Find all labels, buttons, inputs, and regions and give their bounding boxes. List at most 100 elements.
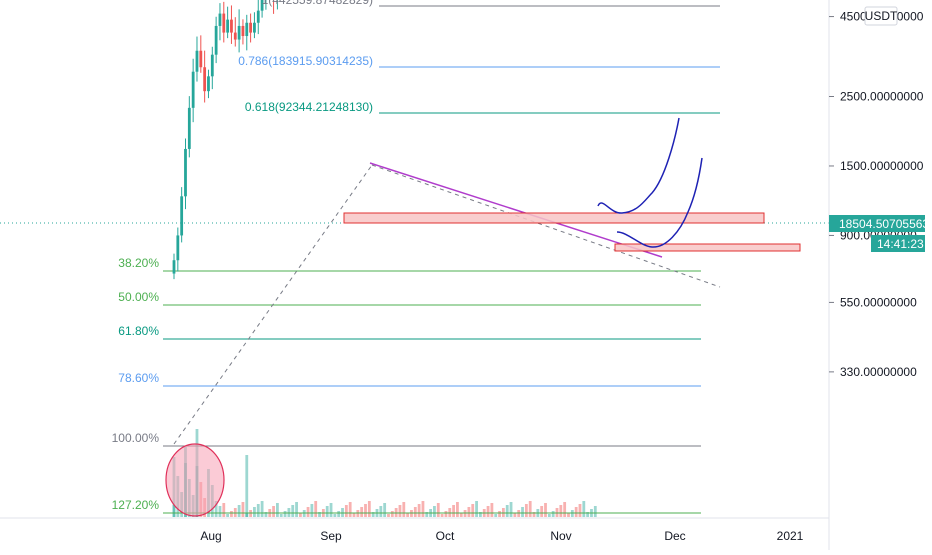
fib-retracement-label: 78.60%: [118, 371, 159, 385]
fib-level-lines: [163, 5, 720, 514]
volume-bar: [413, 507, 417, 517]
last-price-value: 18504.50705563: [839, 217, 929, 231]
volume-bar: [360, 507, 364, 517]
volume-bar: [283, 511, 287, 517]
countdown-marker: 14:41:23: [871, 235, 925, 252]
last-price-marker: 18504.50705563: [829, 215, 929, 232]
volume-bar: [371, 512, 375, 517]
volume-bar: [387, 514, 390, 517]
volume-bar: [490, 503, 494, 517]
candle-body: [249, 22, 252, 33]
downtrend-line: [369, 162, 663, 258]
volume-spike-bar: [245, 455, 249, 517]
volume-bar: [505, 505, 509, 517]
volume-bar: [433, 506, 436, 517]
volume-bar: [421, 501, 425, 517]
volume-bar: [325, 506, 329, 517]
volume-bar: [494, 514, 498, 517]
volume-bar: [230, 511, 233, 517]
candle-body: [237, 25, 241, 40]
currency-badge-label: USDT: [865, 9, 898, 23]
volume-bar: [237, 505, 241, 517]
volume-bar: [406, 513, 410, 517]
candle-body: [172, 260, 176, 274]
volume-bar: [467, 507, 471, 517]
time-label: Nov: [550, 529, 571, 543]
candle-body: [233, 32, 237, 40]
volume-bar: [291, 505, 295, 517]
time-label: Oct: [436, 529, 455, 543]
time-axis[interactable]: Aug Sep Oct Nov Dec 2021: [200, 529, 803, 543]
fib-retracement-label: 50.00%: [118, 290, 159, 304]
candle-body: [191, 71, 195, 108]
fib-retracement-label: 61.80%: [118, 324, 159, 338]
projection-curve-lower: [616, 157, 703, 248]
fib-retracement-label: 100.00%: [112, 431, 160, 445]
candle-body: [230, 19, 233, 33]
volume-bar: [222, 503, 226, 517]
volume-bar: [337, 511, 341, 517]
fib-retracement-label: 127.20%: [112, 498, 160, 512]
candle-body: [195, 50, 199, 72]
volume-bar: [310, 504, 314, 517]
candle-body: [199, 50, 203, 68]
volume-bar: [559, 505, 563, 517]
volume-bar: [586, 512, 590, 517]
fib-level-labels: 1(442559.87482829) 0.786(183915.90314235)…: [112, 0, 373, 512]
candle-body: [176, 235, 180, 261]
volume-bar: [367, 501, 371, 517]
volume-bar: [245, 513, 249, 517]
resistance-zone: [343, 212, 765, 224]
volume-bar: [256, 504, 260, 517]
volume-bar: [329, 503, 333, 517]
volume-bar: [459, 513, 463, 517]
volume-bar: [486, 506, 490, 517]
candle-body: [226, 19, 230, 33]
volume-bar: [582, 501, 586, 517]
drawings[interactable]: [165, 117, 801, 517]
support-zone: [614, 243, 801, 252]
volume-bar: [436, 503, 440, 517]
volume-bar: [241, 502, 245, 517]
volume-bar: [318, 512, 321, 517]
volume-bar: [279, 514, 283, 517]
volume-bar: [298, 513, 302, 517]
volume-bar: [172, 505, 176, 517]
volume-bar: [540, 506, 544, 517]
candle-body: [245, 22, 249, 37]
volume-bar: [333, 514, 337, 517]
last-price-box: [829, 215, 925, 232]
countdown-box: [871, 235, 925, 252]
dashed-uptrend-line: [173, 164, 373, 445]
volume-bar: [479, 512, 482, 517]
volume-bar: [524, 504, 528, 517]
volume-bar: [344, 505, 348, 517]
volume-bar: [390, 511, 394, 517]
volume-bar: [272, 506, 275, 517]
volume-bar: [547, 514, 551, 517]
volume-bar: [276, 503, 279, 517]
volume-bar: [544, 503, 547, 517]
volume-bar: [214, 501, 218, 517]
countdown-value: 14:41:23: [877, 237, 924, 251]
volume-bar: [471, 504, 475, 517]
candle-body: [218, 13, 222, 26]
volume-bar: [417, 504, 421, 517]
volume-bar: [398, 505, 402, 517]
candlesticks: [172, 0, 278, 280]
highlight-circle: [165, 443, 225, 517]
candle-body: [256, 10, 260, 23]
candle-body: [210, 54, 214, 77]
price-tick-label: 550.00000000: [840, 295, 917, 309]
fib-retracement-label: 38.20%: [118, 256, 159, 270]
volume-bar: [567, 513, 570, 517]
volume-bar: [306, 507, 310, 517]
fib-extension-label: 0.786(183915.90314235): [238, 54, 373, 68]
volume-bar: [498, 511, 501, 517]
currency-badge[interactable]: USDT: [864, 6, 898, 26]
volume-bar: [226, 514, 230, 517]
volume-bar: [551, 511, 555, 517]
